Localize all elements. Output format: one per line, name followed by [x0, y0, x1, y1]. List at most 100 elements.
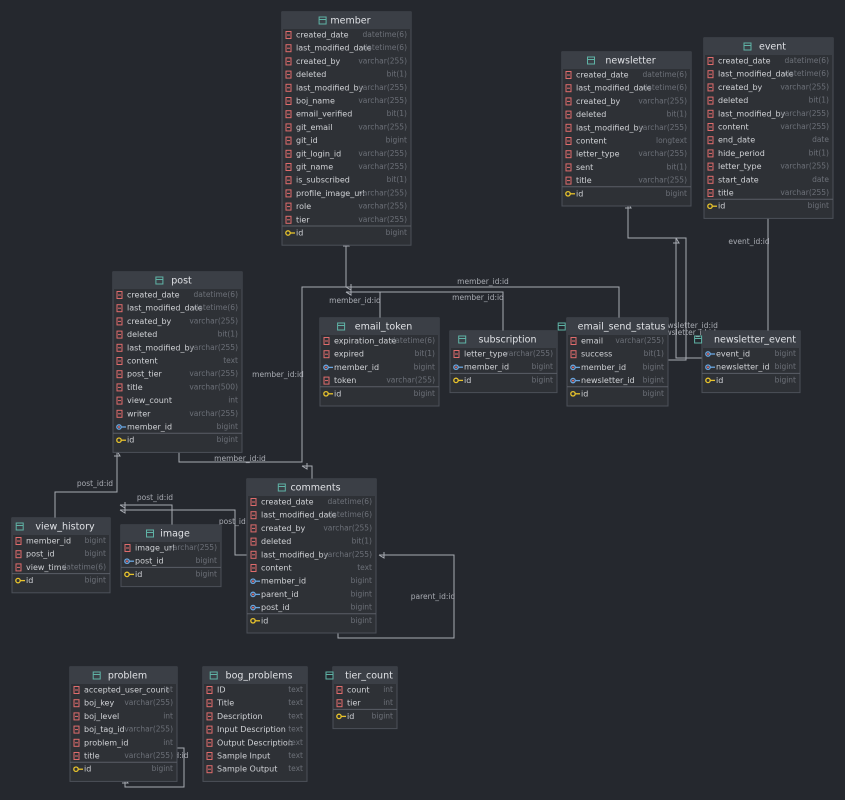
column-type: varchar(255) — [780, 122, 829, 131]
column-icon — [323, 337, 330, 345]
column-type: varchar(500) — [189, 382, 238, 391]
column-icon — [336, 686, 343, 694]
column-type: varchar(255) — [638, 96, 687, 105]
column-type: bigint — [152, 764, 173, 773]
column-icon — [707, 136, 714, 145]
column-type: bit(1) — [809, 148, 829, 157]
relation-line — [178, 241, 347, 463]
column-icon — [116, 357, 123, 365]
column-icon — [116, 409, 123, 418]
column-type: varchar(255) — [124, 751, 173, 760]
table-name: event — [759, 42, 786, 53]
column-name: is_subscribed — [296, 176, 350, 185]
table-name: email_token — [355, 322, 413, 333]
column-type: bigint — [196, 556, 217, 565]
column-icon — [285, 44, 292, 53]
column-type: bigint — [217, 422, 238, 431]
column-type: bit(1) — [644, 349, 664, 358]
column-name: created_date — [576, 71, 629, 80]
column-type: varchar(255) — [358, 202, 407, 211]
table-icon — [155, 276, 164, 285]
column-icon — [116, 330, 123, 339]
table-header — [562, 52, 691, 69]
column-icon — [285, 215, 292, 224]
relation-line — [120, 504, 173, 525]
column-icon — [453, 350, 460, 358]
column-name: created_date — [127, 291, 180, 300]
column-name: view_time — [26, 563, 67, 572]
column-name: post_tier — [127, 370, 163, 379]
column-type: bigint — [775, 362, 796, 371]
column-type: varchar(255) — [386, 376, 435, 385]
table-header — [247, 479, 376, 496]
column-name: git_id — [296, 136, 318, 145]
relation-label: newsletter_id:id — [658, 321, 718, 330]
table-icon — [587, 56, 595, 65]
column-icon — [250, 537, 257, 546]
column-type: bit(1) — [667, 162, 687, 171]
fk-dot — [126, 560, 128, 563]
column-icon — [285, 110, 292, 119]
column-name: boj_key — [84, 699, 114, 708]
column-icon — [285, 123, 292, 132]
column-name: letter_type — [464, 350, 508, 359]
column-type: varchar(255) — [189, 409, 238, 418]
column-name: profile_image_url — [296, 189, 365, 198]
relation-line — [627, 203, 687, 361]
column-icon — [565, 176, 572, 185]
column-name: sent — [576, 163, 593, 172]
column-type: bit(1) — [809, 96, 829, 105]
table-icon — [458, 335, 467, 344]
column-name: id — [261, 616, 268, 625]
column-icon — [565, 84, 572, 93]
table-name: member — [330, 16, 370, 27]
column-icon — [73, 699, 80, 708]
column-name: title — [127, 383, 143, 392]
column-type: varchar(255) — [358, 83, 407, 92]
column-type: datetime(6) — [328, 497, 373, 506]
column-name: expired — [334, 350, 364, 359]
column-name: role — [296, 202, 311, 211]
column-name: member_id — [261, 577, 306, 586]
column-type: datetime(6) — [62, 562, 107, 571]
table-name: view_history — [35, 522, 95, 533]
column-name: post_id — [261, 603, 290, 612]
column-icon — [336, 699, 343, 708]
column-icon — [285, 83, 292, 92]
column-name: view_count — [127, 396, 172, 405]
column-icon — [565, 110, 572, 119]
column-name: count — [347, 686, 370, 695]
column-name: title — [576, 176, 592, 185]
column-type: text — [288, 685, 303, 694]
column-icon — [285, 202, 292, 211]
column-type: bigint — [196, 569, 217, 578]
column-type: text — [288, 738, 303, 747]
column-name: newsletter_id — [716, 363, 770, 372]
column-icon — [707, 175, 714, 184]
column-type: datetime(6) — [643, 70, 688, 79]
column-name: boj_name — [296, 97, 335, 106]
table-icon — [92, 671, 101, 680]
column-name: member_id — [334, 363, 379, 372]
table-body — [246, 478, 377, 634]
column-type: datetime(6) — [391, 336, 436, 345]
column-name: tier — [347, 699, 361, 708]
column-name: boj_level — [84, 712, 119, 721]
table-name: comments — [290, 483, 340, 494]
column-icon — [15, 537, 22, 545]
column-icon — [116, 291, 123, 299]
table-icon — [15, 522, 24, 531]
column-name: last_modified_by — [296, 83, 364, 92]
column-type: text — [288, 711, 303, 720]
column-icon — [285, 149, 292, 158]
column-type: bigint — [217, 435, 238, 444]
relation-label: parent_id:id — [411, 592, 456, 601]
column-type: bigint — [666, 189, 687, 198]
relation-label: member_id:id — [329, 296, 381, 305]
